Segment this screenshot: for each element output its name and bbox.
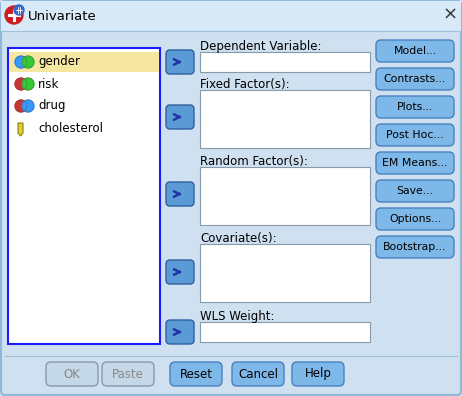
FancyBboxPatch shape: [376, 180, 454, 202]
Text: risk: risk: [38, 78, 60, 91]
Text: Dependent Variable:: Dependent Variable:: [200, 40, 322, 53]
FancyBboxPatch shape: [292, 362, 344, 386]
Text: Model...: Model...: [394, 46, 437, 56]
Text: Post Hoc...: Post Hoc...: [386, 130, 444, 140]
Bar: [8, 48, 160, 344]
Text: Reset: Reset: [180, 367, 213, 381]
FancyBboxPatch shape: [376, 152, 454, 174]
Text: ×: ×: [443, 6, 457, 24]
Text: Options...: Options...: [389, 214, 441, 224]
Polygon shape: [18, 123, 23, 136]
Bar: [200, 52, 370, 72]
FancyBboxPatch shape: [376, 124, 454, 146]
Text: Fixed Factor(s):: Fixed Factor(s):: [200, 78, 290, 91]
Text: EM Means...: EM Means...: [383, 158, 448, 168]
Text: Random Factor(s):: Random Factor(s):: [200, 155, 308, 168]
Circle shape: [15, 100, 27, 112]
FancyBboxPatch shape: [166, 50, 194, 74]
FancyBboxPatch shape: [166, 320, 194, 344]
Circle shape: [14, 5, 24, 15]
Circle shape: [15, 78, 27, 90]
Text: Covariate(s):: Covariate(s):: [200, 232, 277, 245]
Text: gender: gender: [38, 55, 80, 69]
Circle shape: [15, 56, 27, 68]
Text: Paste: Paste: [112, 367, 144, 381]
Bar: [9, 52, 159, 72]
Text: OK: OK: [64, 367, 80, 381]
FancyBboxPatch shape: [166, 260, 194, 284]
FancyBboxPatch shape: [46, 362, 98, 386]
Bar: [200, 244, 370, 302]
Circle shape: [22, 56, 34, 68]
Circle shape: [22, 100, 34, 112]
Text: cholesterol: cholesterol: [38, 122, 103, 135]
Text: Contrasts...: Contrasts...: [384, 74, 446, 84]
FancyBboxPatch shape: [376, 208, 454, 230]
Circle shape: [22, 78, 34, 90]
FancyBboxPatch shape: [170, 362, 222, 386]
Circle shape: [5, 6, 23, 24]
Text: Save...: Save...: [396, 186, 433, 196]
Text: WLS Weight:: WLS Weight:: [200, 310, 274, 323]
FancyBboxPatch shape: [376, 96, 454, 118]
Bar: [200, 322, 370, 342]
Text: Plots...: Plots...: [397, 102, 433, 112]
FancyBboxPatch shape: [376, 40, 454, 62]
FancyBboxPatch shape: [102, 362, 154, 386]
Bar: [1, 1, 461, 31]
Text: Cancel: Cancel: [238, 367, 278, 381]
Text: Help: Help: [304, 367, 331, 381]
FancyBboxPatch shape: [166, 105, 194, 129]
FancyBboxPatch shape: [376, 236, 454, 258]
Text: Bootstrap...: Bootstrap...: [383, 242, 447, 252]
FancyBboxPatch shape: [376, 68, 454, 90]
Text: Univariate: Univariate: [28, 10, 97, 23]
FancyBboxPatch shape: [232, 362, 284, 386]
Bar: [200, 90, 370, 148]
Bar: [200, 167, 370, 225]
FancyBboxPatch shape: [166, 182, 194, 206]
Text: drug: drug: [38, 99, 66, 112]
